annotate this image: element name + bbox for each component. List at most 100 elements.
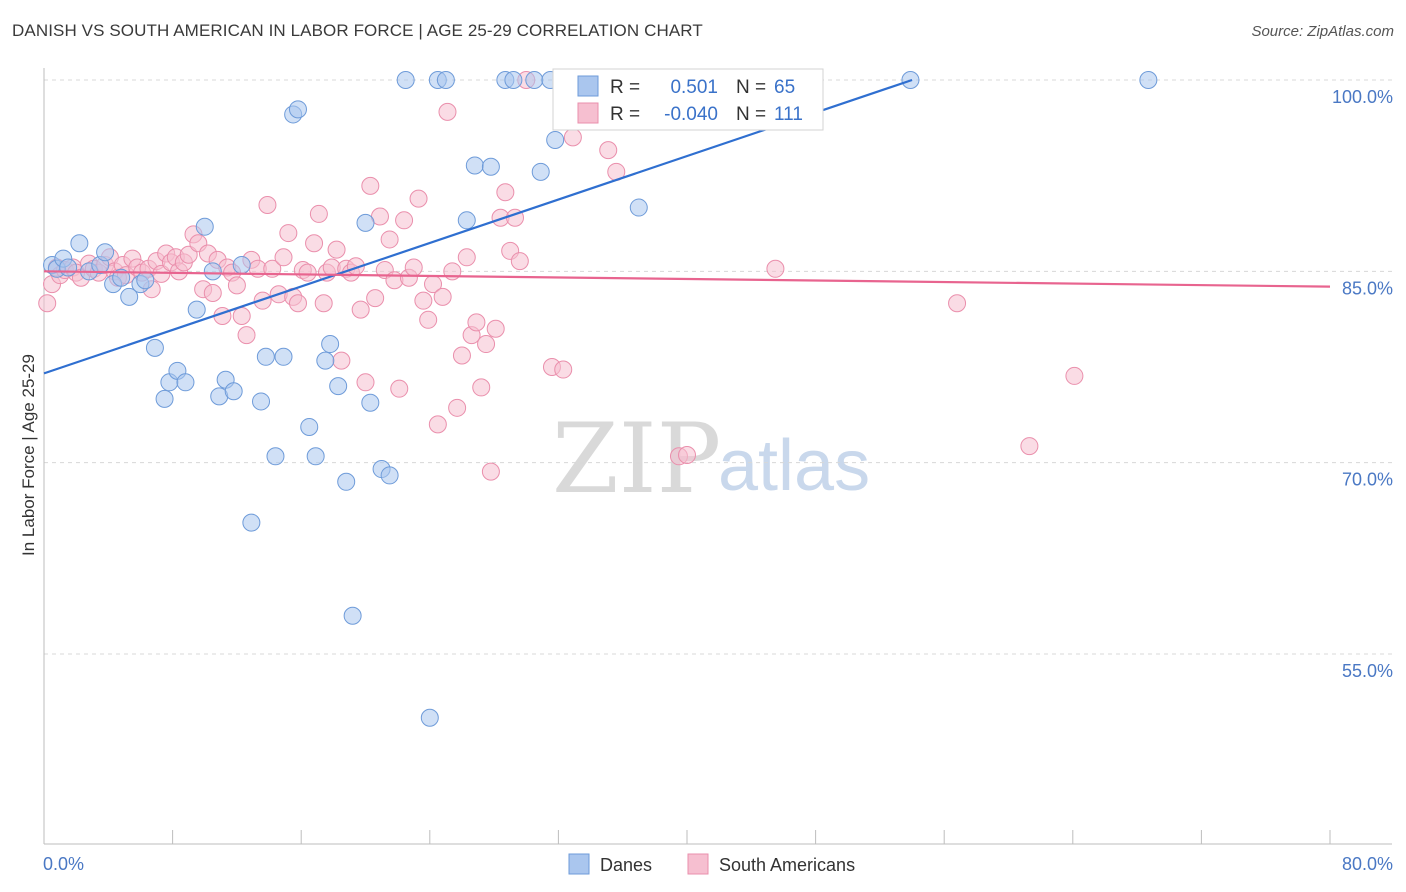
danes-point [380, 466, 399, 485]
y-tick-label-55: 55.0% [1342, 661, 1393, 681]
south-americans-point [409, 189, 428, 208]
danes-point [224, 382, 243, 401]
y-tick-label-85: 85.0% [1342, 278, 1393, 298]
south-americans-point [599, 141, 618, 160]
axes [43, 68, 1392, 845]
danes-point [436, 71, 455, 89]
legend-swatch-south-americans [687, 853, 709, 875]
x-tick-label-min: 0.0% [43, 854, 84, 874]
danes-point [306, 447, 325, 466]
danes-point [288, 100, 307, 119]
south-americans-point [486, 319, 505, 338]
south-americans-point [390, 379, 409, 398]
danes-point [343, 606, 362, 625]
legend-swatch-danes [568, 853, 590, 875]
south-americans-point [203, 284, 222, 303]
south-americans-point [481, 462, 500, 481]
stats-swatch-south-americans [577, 102, 599, 124]
south-americans-point [380, 230, 399, 249]
south-americans-point [563, 128, 582, 147]
stats-r-label-south-americans: R = [610, 104, 640, 125]
south-americans-point [298, 263, 317, 282]
gridlines [44, 79, 1392, 655]
legend-label-south-americans: South Americans [719, 855, 855, 875]
danes-point [187, 300, 206, 319]
south-americans-point [433, 287, 452, 306]
stats-n-value-danes: 65 [774, 77, 795, 98]
danes-point [321, 335, 340, 354]
south-americans-point [428, 415, 447, 434]
south-americans-point [404, 258, 423, 277]
south-americans-point [327, 240, 346, 259]
south-americans-point [305, 234, 324, 253]
south-americans-point [1020, 437, 1039, 456]
danes-point [504, 71, 523, 89]
south-americans-point [477, 335, 496, 354]
south-americans-point [232, 306, 251, 325]
danes-point [420, 708, 439, 727]
south-americans-point [678, 446, 696, 465]
danes-point [96, 243, 115, 262]
south-americans-point [227, 276, 246, 295]
south-americans-point [457, 248, 476, 267]
south-americans-point [274, 248, 293, 267]
south-americans-point [332, 351, 351, 370]
south-americans-point [361, 176, 380, 195]
south-americans-point [38, 294, 57, 313]
danes-point [195, 217, 214, 236]
south-americans-point [948, 294, 967, 313]
danes-point [203, 262, 222, 281]
stats-r-value-danes: 0.501 [670, 77, 718, 98]
south-americans-point [452, 346, 471, 365]
stats-swatch-danes [577, 75, 599, 97]
stats-n-value-south-americans: 111 [774, 104, 803, 125]
danes-point [361, 393, 380, 412]
danes-point [629, 198, 648, 217]
danes-point [252, 392, 271, 411]
watermark-atlas: atlas [718, 426, 870, 506]
danes-point [525, 71, 544, 89]
danes-point [396, 71, 415, 89]
south-americans-point [414, 291, 433, 310]
danes-point [232, 255, 251, 274]
stats-box: R = 0.501 N = 65 R = -0.040 N = 111 [552, 68, 824, 131]
stats-r-value-south-americans: -0.040 [664, 104, 718, 125]
danes-point [481, 157, 500, 176]
stats-n-label-south-americans: N = [736, 104, 766, 125]
danes-point [337, 472, 356, 491]
danes-point [155, 389, 174, 408]
danes-point [457, 211, 476, 230]
x-tick-label-max: 80.0% [1342, 854, 1393, 874]
danes-point [136, 271, 155, 290]
y-tick-label-70: 70.0% [1342, 470, 1393, 490]
south-americans-point [554, 360, 573, 379]
south-americans-point [356, 373, 375, 392]
danes-point [1139, 71, 1158, 89]
south-americans-point [448, 398, 467, 417]
south-americans-point [288, 294, 307, 313]
danes-point [329, 377, 348, 396]
danes-point [256, 347, 275, 366]
danes-point [531, 162, 550, 181]
south-americans-point [510, 252, 529, 271]
danes-point [300, 417, 319, 436]
chart-title: DANISH VS SOUTH AMERICAN IN LABOR FORCE … [12, 21, 703, 40]
south-americans-trend-line [43, 270, 1331, 288]
south-americans-point [395, 211, 414, 230]
danes-point [145, 338, 164, 357]
legend: Danes South Americans [568, 853, 855, 875]
y-tick-labels: 55.0% 70.0% 85.0% 100.0% [1332, 87, 1393, 681]
south-americans-point [314, 294, 333, 313]
danes-point [242, 513, 261, 532]
legend-label-danes: Danes [600, 855, 652, 875]
danes-point [356, 213, 375, 232]
y-tick-label-100: 100.0% [1332, 87, 1393, 107]
south-americans-point [438, 102, 457, 121]
south-americans-point [237, 326, 256, 345]
danes-point [266, 447, 285, 466]
danes-point [316, 351, 335, 370]
danes-point [274, 347, 293, 366]
danes-point [120, 287, 139, 306]
south-americans-point [351, 300, 370, 319]
